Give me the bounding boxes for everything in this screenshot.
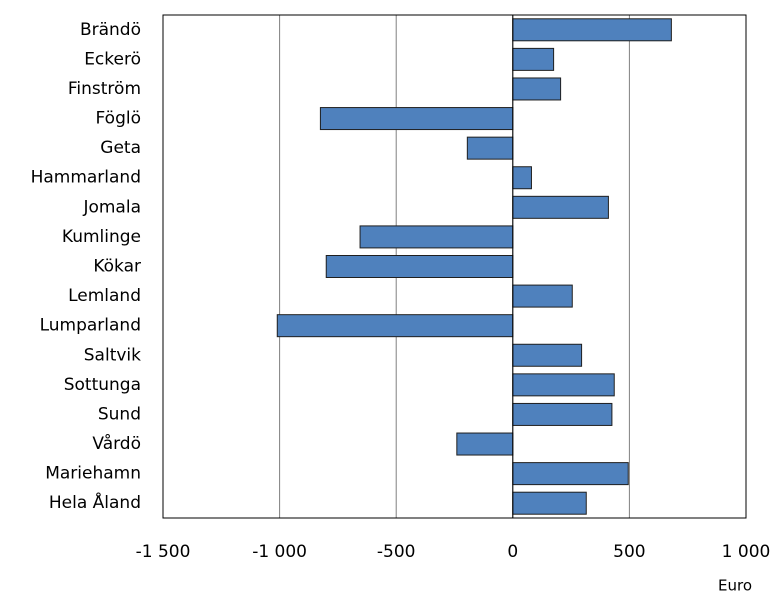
y-tick-label: Mariehamn	[45, 464, 141, 484]
x-tick-label: 1 000	[722, 542, 771, 562]
bar	[456, 432, 514, 456]
y-tick-label: Kumlinge	[62, 227, 141, 247]
y-tick-label: Hela Åland	[49, 491, 141, 513]
y-tick-label: Jomala	[82, 197, 141, 217]
y-tick-label: Sottunga	[64, 375, 141, 395]
x-tick-label: 0	[507, 542, 518, 562]
plot-frame	[162, 14, 747, 519]
bar	[512, 373, 615, 397]
y-tick-label: Brändö	[80, 20, 141, 40]
bar	[325, 255, 514, 278]
y-tick-label: Kökar	[93, 257, 141, 277]
y-tick-label: Vårdö	[92, 433, 141, 454]
y-tick-label: Lemland	[68, 286, 141, 306]
bar	[512, 402, 613, 426]
x-axis-label: Euro	[718, 577, 752, 595]
x-tick-label: -1 500	[136, 542, 191, 562]
y-tick-label: Hammarland	[31, 168, 141, 188]
y-tick-label: Eckerö	[84, 49, 141, 69]
y-tick-label: Lumparland	[40, 316, 141, 336]
bar	[276, 314, 514, 338]
bar	[512, 18, 672, 42]
bar	[512, 491, 587, 515]
bar	[359, 225, 514, 249]
bar	[512, 47, 555, 71]
y-tick-label: Geta	[100, 138, 141, 158]
bar	[512, 284, 573, 308]
y-tick-label: Sund	[98, 404, 141, 424]
x-tick-label: -1 000	[252, 542, 307, 562]
bar	[512, 462, 629, 486]
y-tick-label: Föglö	[96, 109, 142, 129]
bar	[319, 107, 514, 131]
bar	[512, 343, 583, 367]
x-tick-label: -500	[377, 542, 416, 562]
x-tick-label: 500	[613, 542, 645, 562]
bar	[512, 195, 609, 219]
y-tick-label: Finström	[68, 79, 141, 99]
bar	[512, 77, 562, 101]
y-tick-label: Saltvik	[84, 345, 141, 365]
bar	[512, 166, 532, 190]
bar	[466, 136, 514, 160]
